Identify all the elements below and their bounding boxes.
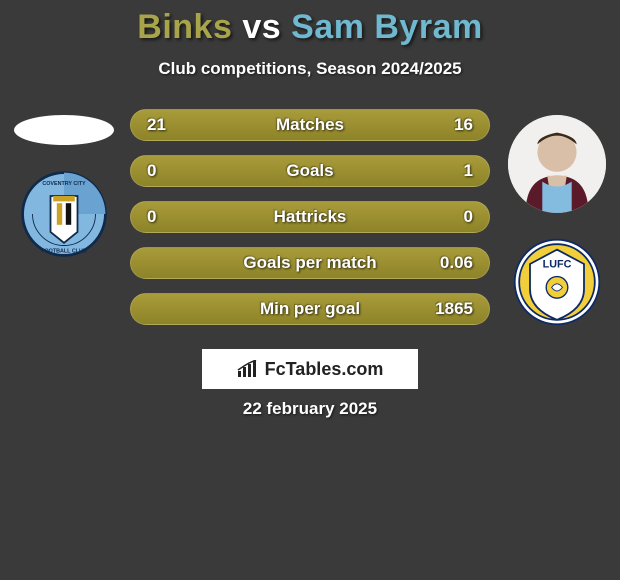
main-row: COVENTRY CITY FOOTBALL CLUB 21 Matches 1…	[0, 109, 620, 327]
stat-row: 0 Hattricks 0	[130, 201, 490, 233]
stat-right-value: 0.06	[413, 253, 473, 273]
vs-label: vs	[242, 8, 281, 46]
branding-text: FcTables.com	[265, 359, 384, 380]
right-col: LUFC	[504, 109, 609, 327]
stats-table: 21 Matches 16 0 Goals 1 0 Hattricks 0 Go…	[130, 109, 490, 325]
stat-row: Min per goal 1865	[130, 293, 490, 325]
player2-crest: LUFC	[512, 237, 602, 327]
subtitle: Club competitions, Season 2024/2025	[0, 59, 620, 79]
svg-text:FOOTBALL CLUB: FOOTBALL CLUB	[41, 249, 87, 255]
stat-left-value: 21	[147, 115, 207, 135]
date-label: 22 february 2025	[0, 399, 620, 419]
stat-row: 0 Goals 1	[130, 155, 490, 187]
comparison-card: Binks vs Sam Byram Club competitions, Se…	[0, 0, 620, 419]
svg-text:LUFC: LUFC	[542, 259, 571, 271]
player-headshot-icon	[508, 115, 606, 213]
stat-left-value: 0	[147, 161, 207, 181]
page-title: Binks vs Sam Byram	[0, 8, 620, 47]
stat-right-value: 0	[413, 207, 473, 227]
player1-crest: COVENTRY CITY FOOTBALL CLUB	[19, 169, 109, 259]
player2-name: Sam Byram	[291, 8, 483, 46]
stat-right-value: 1	[413, 161, 473, 181]
svg-text:COVENTRY CITY: COVENTRY CITY	[42, 181, 86, 187]
branding-badge: FcTables.com	[202, 349, 418, 389]
stat-right-value: 1865	[413, 299, 473, 319]
leeds-crest-icon: LUFC	[512, 237, 602, 327]
chart-icon	[237, 360, 259, 378]
stat-row: Goals per match 0.06	[130, 247, 490, 279]
player1-photo	[14, 115, 114, 145]
stat-label: Matches	[207, 115, 413, 135]
stat-row: 21 Matches 16	[130, 109, 490, 141]
stat-right-value: 16	[413, 115, 473, 135]
player2-photo	[508, 115, 606, 213]
stat-label: Goals per match	[207, 253, 413, 273]
stat-label: Min per goal	[207, 299, 413, 319]
stat-left-value: 0	[147, 207, 207, 227]
player1-name: Binks	[137, 8, 232, 46]
coventry-crest-icon: COVENTRY CITY FOOTBALL CLUB	[19, 169, 109, 259]
stat-label: Goals	[207, 161, 413, 181]
stat-label: Hattricks	[207, 207, 413, 227]
left-col: COVENTRY CITY FOOTBALL CLUB	[11, 109, 116, 259]
